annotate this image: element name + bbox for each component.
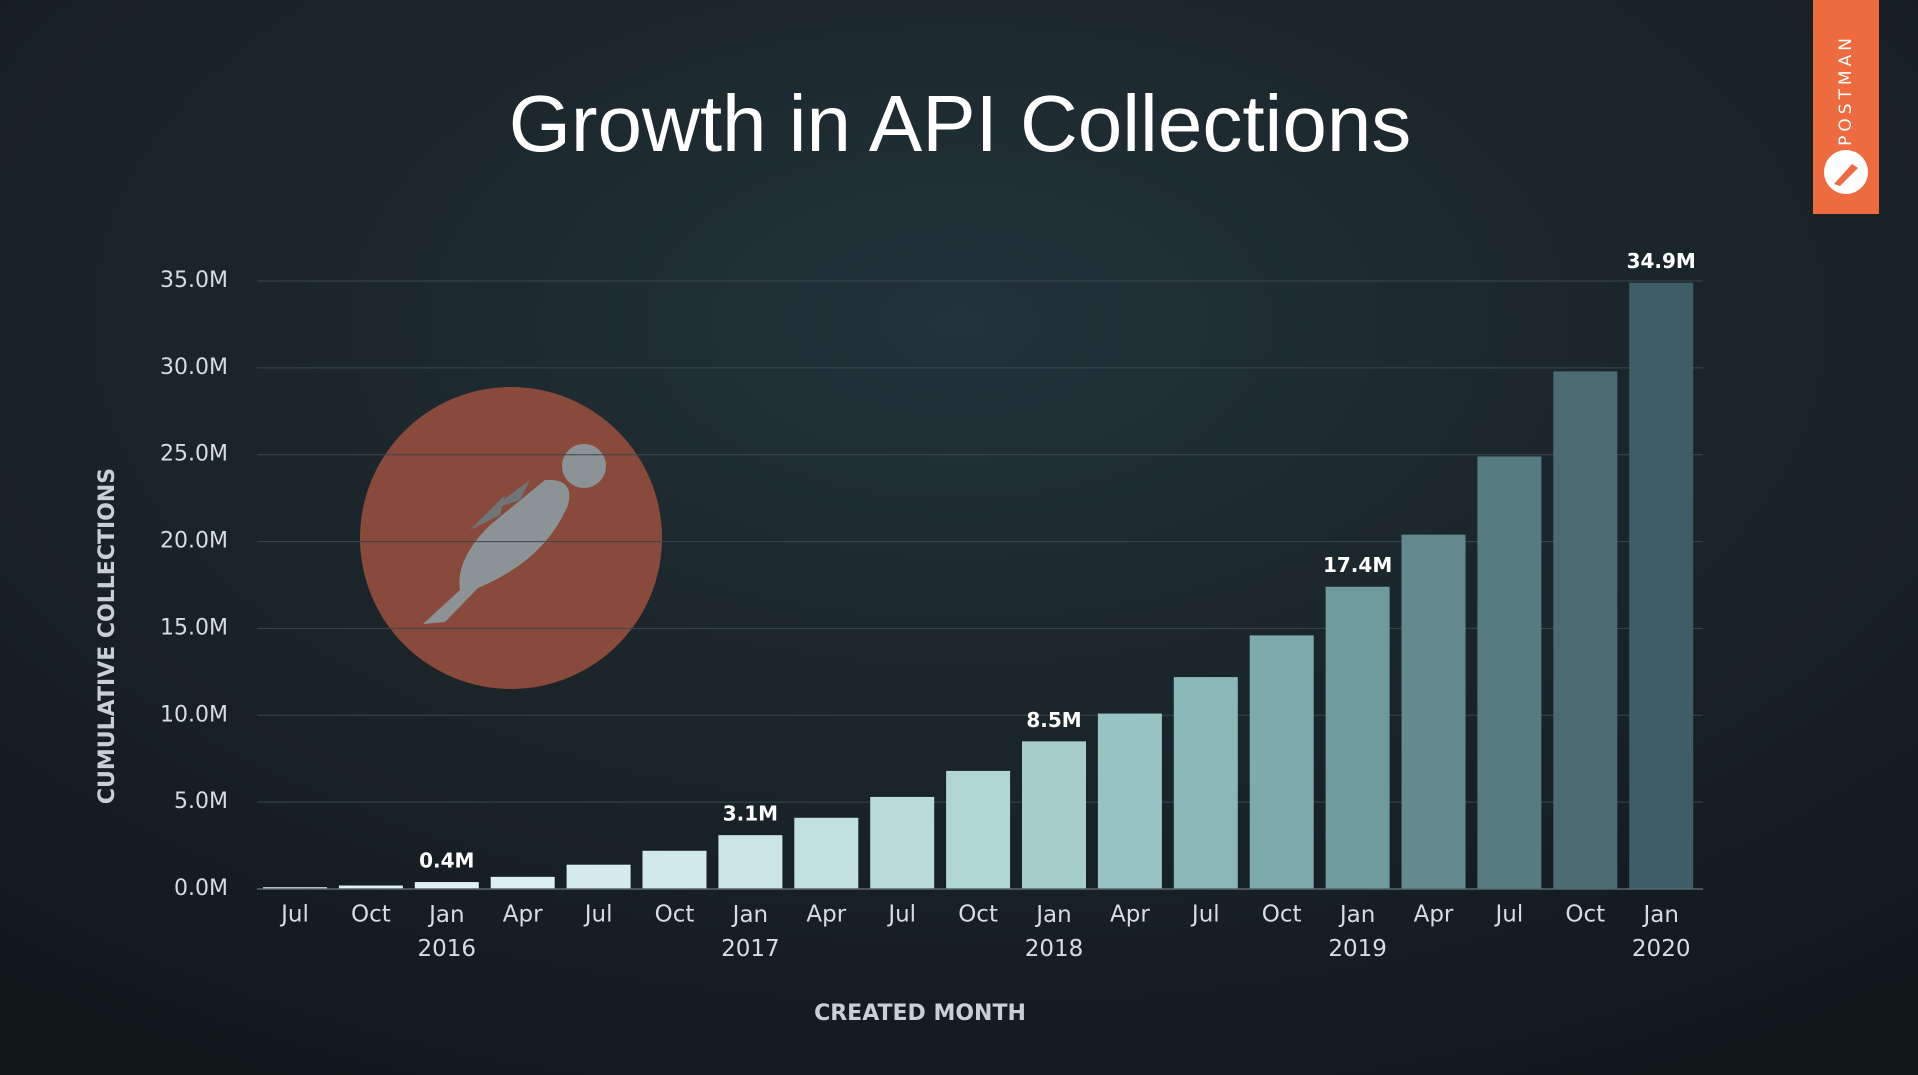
logo <box>360 387 662 689</box>
bar <box>642 850 707 889</box>
bar <box>490 876 555 889</box>
chart-title: Growth in API Collections <box>509 79 1412 168</box>
x-tick-label: Jan 2016 <box>418 902 477 962</box>
x-tick-label: Apr <box>503 902 543 928</box>
bar <box>1477 456 1542 889</box>
x-tick-label: Jul <box>279 902 309 928</box>
bar <box>263 887 327 889</box>
x-tick-label: Apr <box>1414 902 1454 928</box>
bar <box>1553 371 1618 889</box>
bar <box>1173 677 1238 889</box>
y-tick-label: 15.0M <box>160 615 228 640</box>
y-tick-label: 10.0M <box>160 702 228 727</box>
bar <box>1629 282 1694 889</box>
x-tick-label: Oct <box>351 902 391 928</box>
x-tick-label: Jan 2020 <box>1632 902 1691 962</box>
y-tick-label: 0.0M <box>174 876 228 901</box>
bar <box>794 817 859 889</box>
brand-tab: POSTMAN <box>1813 0 1879 214</box>
logo-head <box>562 444 606 488</box>
bar <box>1401 534 1466 889</box>
logo-body <box>423 479 570 624</box>
bar <box>1097 713 1162 889</box>
bar <box>338 885 403 889</box>
bar <box>1249 635 1314 889</box>
x-tick-label: Jul <box>583 902 613 928</box>
y-axis-title: CUMULATIVE COLLECTIONS <box>95 468 120 804</box>
data-label: 8.5M <box>1026 708 1081 732</box>
logo-detail <box>470 480 530 530</box>
brand-logo-figure <box>1834 164 1858 186</box>
x-tick-label: Oct <box>958 902 998 928</box>
y-tick-label: 20.0M <box>160 529 228 554</box>
bar <box>414 882 479 889</box>
data-label: 0.4M <box>419 849 474 873</box>
y-tick-label: 35.0M <box>160 268 228 293</box>
x-tick-label: Jan 2017 <box>721 902 780 962</box>
data-label: 3.1M <box>723 802 778 826</box>
x-tick-label: Apr <box>1110 902 1150 928</box>
y-tick-label: 30.0M <box>160 355 228 380</box>
data-label: 34.9M <box>1627 249 1696 273</box>
x-axis-title: CREATED MONTH <box>814 1001 1026 1026</box>
x-tick-label: Apr <box>806 902 846 928</box>
x-tick-label: Jan 2018 <box>1025 902 1084 962</box>
bar <box>870 796 935 889</box>
y-tick-label: 25.0M <box>160 442 228 467</box>
bar <box>718 835 783 889</box>
x-tick-label: Oct <box>1262 902 1302 928</box>
x-tick-label: Jul <box>1494 902 1524 928</box>
brand-text: POSTMAN <box>1836 34 1856 146</box>
bar <box>946 770 1011 889</box>
x-tick-label: Jan 2019 <box>1328 902 1387 962</box>
bar <box>1022 741 1086 889</box>
y-tick-label: 5.0M <box>174 789 228 814</box>
x-tick-label: Jul <box>1190 902 1220 928</box>
data-label: 17.4M <box>1323 553 1392 577</box>
x-tick-label: Jul <box>886 902 916 928</box>
x-tick-label: Oct <box>1565 902 1605 928</box>
x-tick-label: Oct <box>655 902 695 928</box>
bar <box>1325 586 1390 889</box>
bar <box>566 864 631 889</box>
